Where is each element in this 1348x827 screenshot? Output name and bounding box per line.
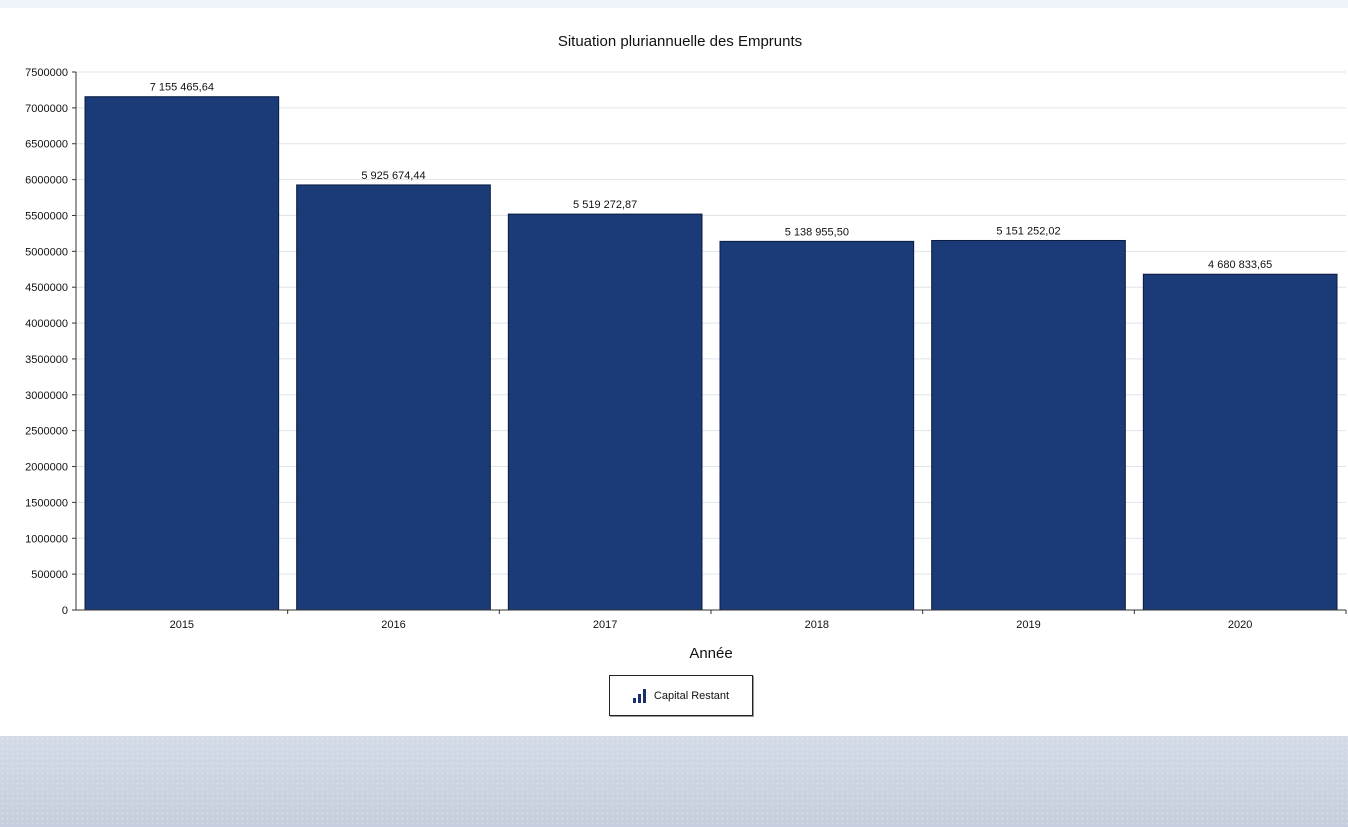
y-tick-label: 1000000 [25,533,68,545]
bar[interactable] [84,96,280,611]
bar-value-label: 5 151 252,02 [996,225,1060,237]
bars: 7 155 465,64 5 925 674,44 5 519 272,87 5 13… [84,82,1338,611]
bar-value-label: 4 680 833,65 [1208,259,1272,271]
bar[interactable] [296,184,491,611]
x-tick-label: 2016 [381,619,405,631]
y-tick-label: 4000000 [25,318,68,330]
legend[interactable]: Capital Restant [609,675,753,716]
y-tick-label: 0 [62,605,68,617]
x-axis-title: Année [689,645,732,662]
y-tick-label: 7000000 [25,103,68,115]
bar[interactable] [1142,273,1338,611]
y-tick-label: 4500000 [25,282,68,294]
y-tick-label: 6500000 [25,139,68,151]
bar-value-label: 5 519 272,87 [573,199,637,211]
bar-value-label: 5 925 674,44 [361,170,425,182]
y-tick-label: 3500000 [25,354,68,366]
x-tick-label: 2018 [805,619,829,631]
y-tick-label: 7500000 [25,67,68,79]
bar-value-label: 5 138 955,50 [785,226,849,238]
y-tick-label: 6000000 [25,175,68,187]
grid-lines [76,71,1346,575]
y-tick-label: 500000 [31,569,68,581]
bar[interactable] [507,213,703,611]
bar-value-label: 7 155 465,64 [150,82,214,94]
y-tick-label: 2500000 [25,426,68,438]
x-tick-label: 2015 [170,619,194,631]
y-tick-label: 3000000 [25,390,68,402]
x-tick-label: 2020 [1228,619,1252,631]
bar-chart: Situation pluriannuelle des Emprunts 7 1… [25,33,1347,662]
y-tick-label: 1500000 [25,497,68,509]
top-strip [0,0,1348,8]
y-tick-label: 5000000 [25,246,68,258]
legend-label: Capital Restant [653,689,730,702]
y-tick-label: 2000000 [25,462,68,474]
axes: 0 500000 1000000 1500000 2000000 2500000 30000… [25,67,1347,631]
bottom-band [0,736,1348,827]
bar-chart-icon [632,688,646,703]
x-tick-label: 2019 [1016,619,1040,631]
y-tick-label: 5500000 [25,210,68,222]
bar[interactable] [719,240,915,611]
bar[interactable] [931,239,1126,611]
x-tick-label: 2017 [593,619,617,631]
chart-title: Situation pluriannuelle des Emprunts [558,33,802,50]
